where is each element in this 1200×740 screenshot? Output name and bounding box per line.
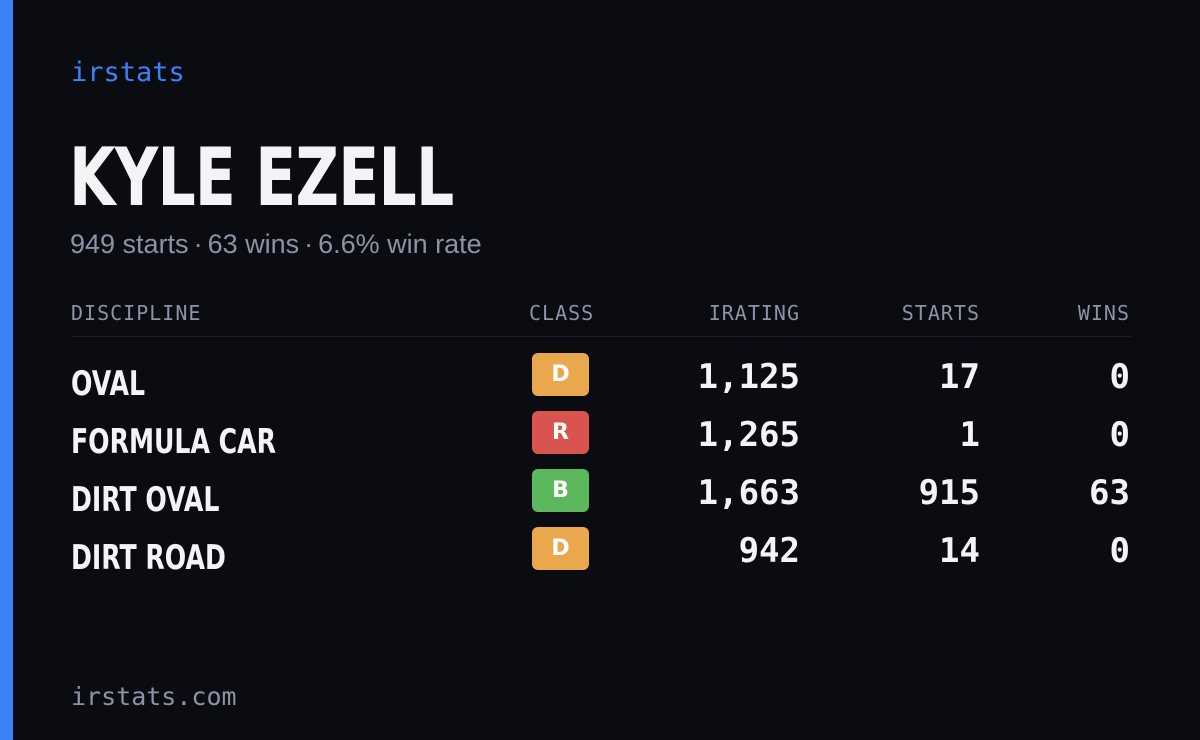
- accent-bar: [0, 0, 13, 740]
- header-discipline: DISCIPLINE: [71, 301, 202, 325]
- discipline-name: OVAL: [71, 364, 145, 404]
- starts-value: 14: [939, 531, 980, 571]
- driver-summary: 949 starts · 63 wins · 6.6% win rate: [70, 226, 482, 262]
- summary-starts: 949 starts: [70, 229, 189, 259]
- brand-logo: irstats: [71, 57, 185, 88]
- discipline-name: DIRT ROAD: [71, 538, 226, 578]
- wins-value: 0: [1109, 531, 1130, 571]
- table-body: OVAL D 1,125 17 0 FORMULA CAR R 1,265 1 …: [71, 337, 1131, 585]
- class-badge: D: [532, 353, 589, 396]
- driver-name: KYLE EZELL: [69, 131, 454, 224]
- header-starts: STARTS: [901, 301, 980, 325]
- wins-value: 0: [1109, 415, 1130, 455]
- table-row: DIRT ROAD D 942 14 0: [71, 527, 1131, 585]
- irating-value: 1,265: [697, 415, 800, 455]
- wins-value: 63: [1089, 473, 1130, 513]
- class-badge: B: [532, 469, 589, 512]
- summary-win-rate: 6.6% win rate: [318, 229, 482, 259]
- table-row: DIRT OVAL B 1,663 915 63: [71, 469, 1131, 527]
- stats-table: DISCIPLINE CLASS IRATING STARTS WINS OVA…: [71, 296, 1131, 585]
- irating-value: 1,125: [697, 357, 800, 397]
- wins-value: 0: [1109, 357, 1130, 397]
- table-header: DISCIPLINE CLASS IRATING STARTS WINS: [71, 296, 1131, 337]
- table-row: FORMULA CAR R 1,265 1 0: [71, 411, 1131, 469]
- irating-value: 942: [738, 531, 800, 571]
- summary-separator: ·: [193, 229, 203, 259]
- starts-value: 915: [918, 473, 980, 513]
- starts-value: 1: [959, 415, 980, 455]
- class-badge: R: [532, 411, 589, 454]
- table-row: OVAL D 1,125 17 0: [71, 353, 1131, 411]
- header-irating: IRATING: [708, 301, 800, 325]
- summary-wins: 63 wins: [207, 229, 300, 259]
- class-badge: D: [532, 527, 589, 570]
- footer-url: irstats.com: [71, 682, 237, 711]
- irating-value: 1,663: [697, 473, 800, 513]
- header-class: CLASS: [529, 301, 595, 325]
- starts-value: 17: [939, 357, 980, 397]
- summary-separator: ·: [304, 229, 314, 259]
- discipline-name: DIRT OVAL: [71, 480, 220, 520]
- header-wins: WINS: [1077, 301, 1130, 325]
- discipline-name: FORMULA CAR: [71, 422, 276, 462]
